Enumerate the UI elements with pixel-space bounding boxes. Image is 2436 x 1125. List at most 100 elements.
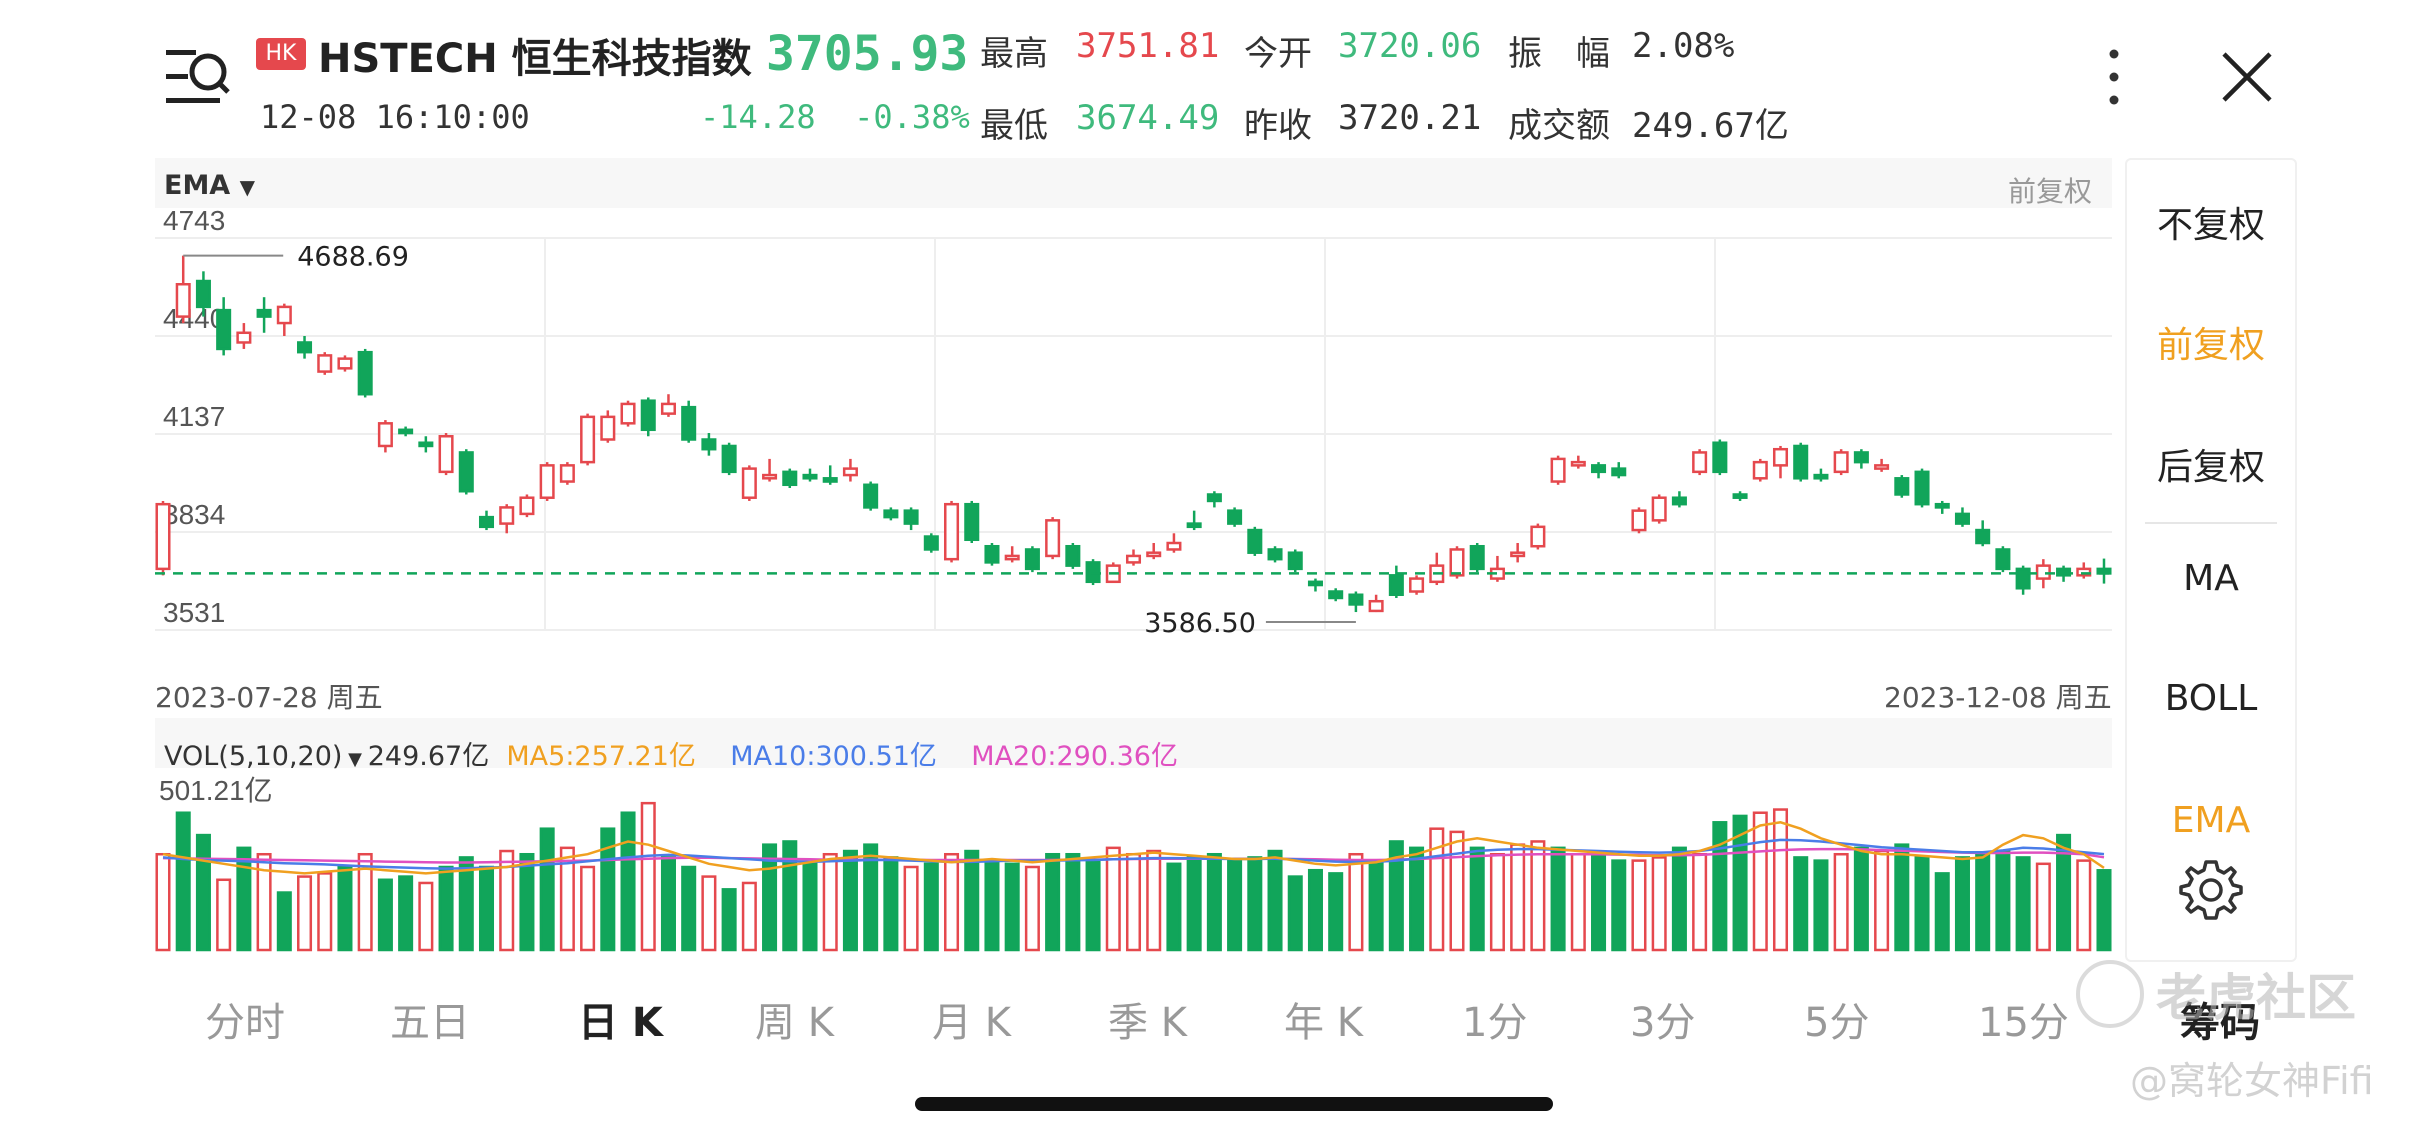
side-item-ma[interactable]: MA <box>2183 558 2239 599</box>
more-icon[interactable] <box>2100 42 2128 112</box>
volume-bar <box>1388 840 1404 952</box>
tab-quarterly-k[interactable]: 季 K <box>1108 1000 1187 1046</box>
volume-bar <box>923 862 939 952</box>
tab-3min[interactable]: 3分 <box>1630 1000 1696 1046</box>
candle-body <box>1671 496 1687 506</box>
volume-bar <box>317 872 333 952</box>
tab-five-day[interactable]: 五日 <box>390 1000 470 1046</box>
indicator-label: EMA <box>164 170 231 201</box>
candle-body <box>519 496 535 516</box>
volume-bar <box>1469 846 1485 952</box>
candle-body <box>802 473 818 480</box>
candle-body <box>2015 567 2031 590</box>
side-item-ema[interactable]: EMA <box>2171 800 2251 834</box>
volume-bar <box>1934 872 1950 952</box>
volume-bar <box>337 865 353 952</box>
candle-body <box>1045 519 1061 558</box>
volume-bar <box>863 843 879 952</box>
change-value: -14.28 <box>700 98 816 136</box>
side-item-unadjusted[interactable]: 不复权 <box>2156 205 2265 246</box>
candle-body <box>1752 460 1768 480</box>
close-icon[interactable] <box>2218 48 2276 106</box>
candle-body <box>1853 451 1869 464</box>
candle-body <box>1267 548 1283 561</box>
candle-body <box>1611 467 1627 477</box>
volume-bar <box>984 859 1000 952</box>
candle-body <box>883 509 899 519</box>
volume-bar <box>1894 843 1910 952</box>
menu-search-icon[interactable] <box>160 42 234 116</box>
candle-body <box>317 354 333 373</box>
volume-bar <box>559 846 575 952</box>
side-item-backward-adjusted[interactable]: 后复权 <box>2156 447 2265 488</box>
tab-15min[interactable]: 15分 <box>1978 1000 2069 1046</box>
candle-body <box>721 444 737 474</box>
candle-body <box>620 402 636 425</box>
candle-body <box>1125 554 1142 564</box>
date-end: 2023-12-08 周五 <box>1884 681 2112 714</box>
volume-bar <box>418 881 434 952</box>
tab-monthly-k[interactable]: 月 K <box>932 1000 1011 1046</box>
candle-body <box>701 438 717 451</box>
volume-bar <box>1752 811 1768 952</box>
tab-daily-k[interactable]: 日 K <box>578 1000 663 1046</box>
volume-bar <box>1954 856 1970 952</box>
candle-body <box>1732 493 1748 499</box>
candle-body <box>1227 509 1243 525</box>
candle-body <box>1591 464 1607 474</box>
candle-body <box>903 509 919 525</box>
candle-body <box>175 283 191 318</box>
volume-bar <box>1591 852 1607 952</box>
candle-body <box>1550 457 1566 483</box>
candle-body <box>377 422 393 448</box>
candle-body <box>2076 567 2092 577</box>
chip-distribution-button[interactable]: 筹码 <box>2180 1000 2260 1046</box>
candle-body <box>1024 548 1040 571</box>
side-item-forward-adjusted[interactable]: 前复权 <box>2156 325 2265 366</box>
volume-bar <box>964 849 980 952</box>
candle-body <box>762 473 778 480</box>
candle-body <box>357 350 373 396</box>
volume-bar <box>438 865 454 952</box>
volume-bar <box>1793 856 1809 952</box>
volume-bar <box>539 827 555 952</box>
candle-body <box>1995 548 2011 571</box>
candle-body <box>1692 451 1708 474</box>
candle-body <box>640 399 656 432</box>
tab-5min[interactable]: 5分 <box>1804 1000 1870 1046</box>
volume-bar <box>1874 849 1890 952</box>
volume-chart[interactable]: 501.21亿 <box>155 770 2112 955</box>
volume-bar <box>1449 830 1465 952</box>
candle-body <box>1894 477 1910 496</box>
candle-body <box>822 477 838 483</box>
watermark-brand: 老虎社区 <box>2156 969 2356 1027</box>
volume-ma10: MA10:300.51亿 <box>730 741 937 772</box>
candlestick-chart[interactable]: 4743 4440 4137 3834 3531 4688.69 3586.50 <box>155 210 2112 670</box>
volume-bar <box>1267 849 1283 952</box>
candle-body <box>1975 528 1991 545</box>
tab-intraday[interactable]: 分时 <box>205 1000 285 1046</box>
volume-bar <box>1489 852 1505 952</box>
volume-bar <box>1671 846 1687 952</box>
volume-bar <box>1166 862 1182 952</box>
candle-body <box>559 464 575 483</box>
settings-gear-icon[interactable] <box>2179 858 2243 922</box>
tab-weekly-k[interactable]: 周 K <box>755 1000 834 1046</box>
volume-bar <box>2015 856 2031 952</box>
index-title: HSTECH 恒生科技指数 <box>318 36 752 82</box>
volume-bar <box>1853 846 1869 952</box>
volume-ma20: MA20:290.36亿 <box>971 741 1178 772</box>
tab-1min[interactable]: 1分 <box>1462 1000 1528 1046</box>
volume-bar <box>256 852 272 952</box>
volume-bar <box>216 878 232 952</box>
volume-header[interactable]: VOL(5,10,20) ▼ 249.67亿 MA5:257.21亿 MA10:… <box>164 734 1178 773</box>
indicator-selector[interactable]: EMA ▼ <box>164 170 255 201</box>
candle-body <box>2035 564 2051 580</box>
candle-body <box>458 451 474 493</box>
volume-bar <box>620 811 636 952</box>
tab-yearly-k[interactable]: 年 K <box>1284 1000 1363 1046</box>
candle-body <box>1934 502 1950 509</box>
volume-bar <box>2056 833 2072 952</box>
side-item-boll[interactable]: BOLL <box>2164 678 2258 719</box>
volume-bar <box>762 843 778 952</box>
